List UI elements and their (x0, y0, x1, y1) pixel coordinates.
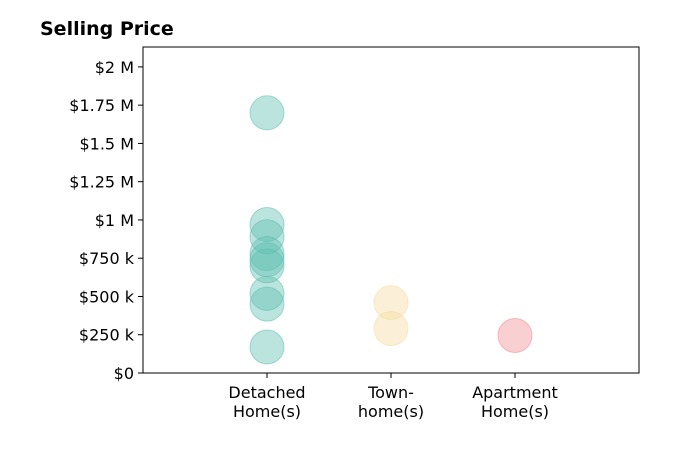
y-tick-label: $1.25 M (69, 173, 134, 192)
data-points (249, 95, 533, 365)
data-point (249, 207, 285, 243)
y-tick-label: $1.5 M (79, 134, 134, 153)
x-axis: DetachedHome(s)Town-home(s)ApartmentHome… (228, 373, 558, 421)
y-tick-label: $750 k (79, 249, 135, 268)
y-tick-label: $500 k (79, 287, 135, 306)
data-point (373, 311, 409, 347)
data-point (249, 275, 285, 311)
y-tick-label: $1 M (95, 211, 134, 230)
x-tick-label: Detached (228, 383, 305, 402)
y-tick-label: $2 M (95, 58, 134, 77)
data-point (249, 248, 285, 284)
data-point (249, 95, 285, 131)
y-tick-label: $250 k (79, 326, 135, 345)
data-point (497, 318, 533, 354)
chart-title: Selling Price (40, 18, 174, 40)
y-tick-label: $1.75 M (69, 96, 134, 115)
data-point (249, 329, 285, 365)
data-point (373, 285, 409, 321)
x-tick-label: home(s) (358, 402, 424, 421)
x-tick-label: Apartment (472, 383, 558, 402)
x-tick-label: Home(s) (481, 402, 549, 421)
x-tick-label: Home(s) (233, 402, 301, 421)
x-tick-label: Town- (367, 383, 414, 402)
y-tick-label: $0 (114, 364, 134, 383)
y-axis: $0 $250 k $500 k $750 k $1 M $1.25 M $1.5 M $1.… (69, 58, 143, 383)
data-point (249, 286, 285, 322)
